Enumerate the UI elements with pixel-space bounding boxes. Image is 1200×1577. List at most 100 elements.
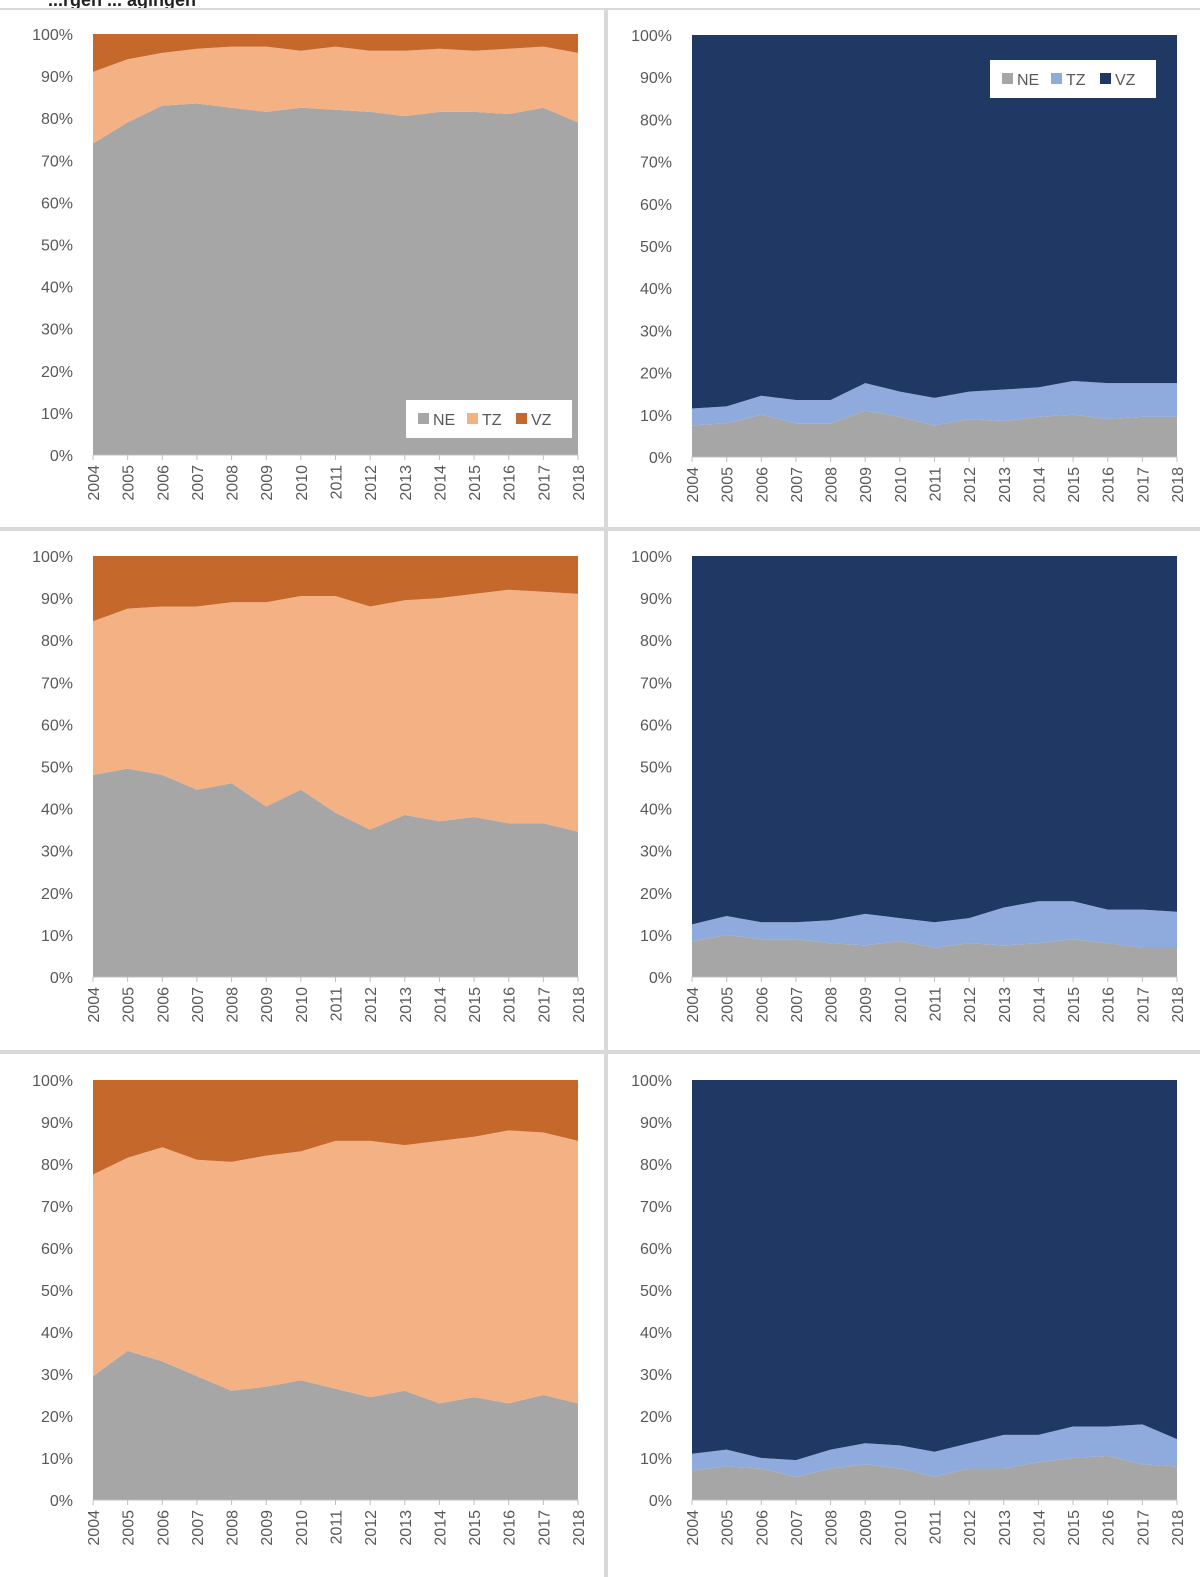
y-tick-label: 0% bbox=[50, 448, 73, 465]
y-tick-label: 30% bbox=[41, 322, 73, 339]
x-tick-label: 2011 bbox=[329, 465, 346, 500]
y-tick-label: 60% bbox=[640, 1241, 672, 1258]
y-tick-label: 0% bbox=[649, 1493, 672, 1510]
y-tick-label: 60% bbox=[41, 195, 73, 212]
x-tick-label: 2006 bbox=[754, 1510, 771, 1546]
x-tick-label: 2007 bbox=[190, 987, 207, 1023]
x-tick-label: 2004 bbox=[685, 987, 702, 1023]
x-tick-label: 2013 bbox=[997, 467, 1014, 503]
y-tick-label: 30% bbox=[41, 844, 73, 861]
y-tick-label: 70% bbox=[640, 675, 672, 692]
y-tick-label: 0% bbox=[50, 1493, 73, 1510]
y-tick-label: 90% bbox=[640, 70, 672, 87]
y-tick-label: 70% bbox=[41, 153, 73, 170]
x-tick-label: 2013 bbox=[398, 987, 415, 1023]
area-series-vz bbox=[692, 556, 1177, 925]
area-series-tz bbox=[93, 46, 578, 144]
y-tick-label: 30% bbox=[41, 1367, 73, 1384]
y-tick-label: 50% bbox=[41, 760, 73, 777]
x-tick-label: 2010 bbox=[893, 1510, 910, 1546]
x-tick-label: 2005 bbox=[121, 987, 138, 1023]
x-tick-label: 2006 bbox=[155, 1510, 172, 1546]
x-tick-label: 2004 bbox=[86, 465, 103, 501]
x-tick-label: 2010 bbox=[294, 1510, 311, 1546]
area-series-vz bbox=[692, 35, 1177, 409]
y-tick-label: 20% bbox=[640, 1409, 672, 1426]
area-series-tz bbox=[93, 1130, 578, 1404]
y-tick-label: 10% bbox=[640, 408, 672, 425]
x-tick-label: 2018 bbox=[1170, 987, 1187, 1023]
legend-label: NE bbox=[1017, 72, 1039, 89]
x-tick-label: 2009 bbox=[259, 1510, 276, 1546]
x-tick-label: 2005 bbox=[121, 1510, 138, 1546]
x-tick-label: 2008 bbox=[824, 987, 841, 1023]
y-tick-label: 20% bbox=[41, 886, 73, 903]
x-tick-label: 2015 bbox=[467, 1510, 484, 1546]
title-strip: ...rgen ... agingen bbox=[0, 0, 1200, 8]
y-tick-label: 10% bbox=[41, 1451, 73, 1468]
y-tick-label: 100% bbox=[631, 549, 672, 566]
y-tick-label: 40% bbox=[640, 281, 672, 298]
y-tick-label: 90% bbox=[41, 69, 73, 86]
x-tick-label: 2017 bbox=[1135, 467, 1152, 503]
x-tick-label: 2004 bbox=[685, 467, 702, 503]
x-tick-label: 2009 bbox=[858, 1510, 875, 1546]
y-tick-label: 90% bbox=[640, 1115, 672, 1132]
x-tick-label: 2004 bbox=[86, 1510, 103, 1546]
y-tick-label: 50% bbox=[41, 238, 73, 255]
x-tick-label: 2007 bbox=[190, 1510, 207, 1546]
x-tick-label: 2007 bbox=[789, 1510, 806, 1546]
x-tick-label: 2012 bbox=[962, 467, 979, 503]
x-tick-label: 2005 bbox=[720, 987, 737, 1023]
y-tick-label: 50% bbox=[640, 760, 672, 777]
x-tick-label: 2010 bbox=[893, 467, 910, 503]
area-series-vz bbox=[93, 556, 578, 622]
area-series-ne bbox=[692, 934, 1177, 977]
y-tick-label: 80% bbox=[41, 111, 73, 128]
chart-panel-6: 0% 10% 20% 30% 40% 50% 60% 70% 80% 90% 100% 2004 200… bbox=[631, 1073, 1187, 1546]
x-tick-label: 2013 bbox=[997, 1510, 1014, 1546]
legend-box bbox=[406, 400, 572, 438]
x-tick-label: 2015 bbox=[1066, 987, 1083, 1023]
x-tick-label: 2015 bbox=[1066, 1510, 1083, 1546]
x-tick-label: 2016 bbox=[502, 465, 519, 501]
y-tick-label: 70% bbox=[640, 155, 672, 172]
x-tick-label: 2016 bbox=[1101, 987, 1118, 1023]
x-tick-label: 2014 bbox=[1031, 1510, 1048, 1546]
x-tick-label: 2017 bbox=[536, 987, 553, 1023]
y-tick-label: 30% bbox=[640, 844, 672, 861]
x-tick-label: 2014 bbox=[1031, 467, 1048, 503]
x-tick-label: 2015 bbox=[467, 465, 484, 501]
y-tick-label: 20% bbox=[41, 1409, 73, 1426]
y-tick-label: 50% bbox=[41, 1283, 73, 1300]
y-tick-label: 20% bbox=[640, 366, 672, 383]
y-tick-label: 0% bbox=[649, 450, 672, 467]
x-tick-label: 2009 bbox=[259, 465, 276, 501]
x-tick-label: 2016 bbox=[1101, 467, 1118, 503]
area-series-ne bbox=[93, 768, 578, 977]
y-tick-label: 80% bbox=[640, 112, 672, 129]
x-tick-label: 2012 bbox=[363, 1510, 380, 1546]
area-series-tz bbox=[692, 901, 1177, 948]
legend-swatch bbox=[1051, 73, 1062, 84]
x-tick-label: 2008 bbox=[225, 1510, 242, 1546]
area-series-tz bbox=[692, 381, 1177, 426]
x-tick-label: 2014 bbox=[432, 465, 449, 501]
top-divider bbox=[0, 8, 1200, 10]
x-tick-label: 2014 bbox=[432, 1510, 449, 1546]
x-tick-label: 2010 bbox=[893, 987, 910, 1023]
x-tick-label: 2017 bbox=[536, 465, 553, 501]
legend-label: TZ bbox=[482, 412, 502, 429]
page-title: ...rgen ... agingen bbox=[48, 0, 196, 8]
vertical-divider bbox=[604, 8, 608, 1577]
y-tick-label: 60% bbox=[640, 197, 672, 214]
legend-label: TZ bbox=[1066, 72, 1086, 89]
x-tick-label: 2006 bbox=[754, 987, 771, 1023]
x-tick-label: 2004 bbox=[86, 987, 103, 1023]
y-tick-label: 90% bbox=[640, 591, 672, 608]
x-tick-label: 2015 bbox=[1066, 467, 1083, 503]
x-tick-label: 2013 bbox=[997, 987, 1014, 1023]
y-tick-label: 60% bbox=[41, 717, 73, 734]
area-series-ne bbox=[692, 410, 1177, 457]
